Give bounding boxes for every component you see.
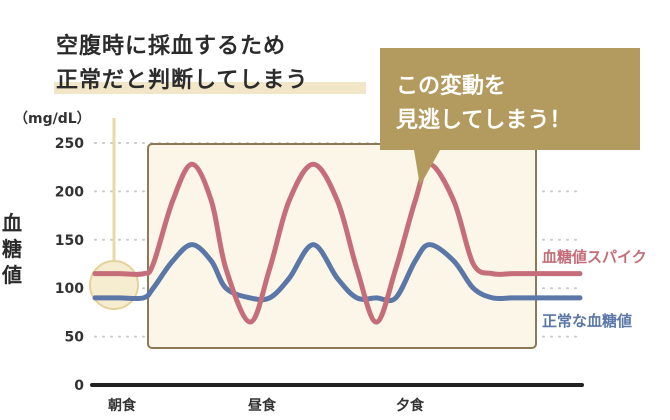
y-tick-label-100: 100 xyxy=(55,281,84,297)
legend-normal: 正常な血糖値 xyxy=(542,312,633,330)
callout-line-1: この変動を xyxy=(396,74,507,99)
x-tick-label-1: 昼食 xyxy=(248,397,277,414)
y-tick-label-200: 200 xyxy=(55,184,84,200)
x-tick-label-0: 朝食 xyxy=(108,397,137,414)
fasting-marker-circle xyxy=(89,260,139,310)
callout-text: この変動を 見逃してしまう！ xyxy=(396,70,626,138)
highlight-panel xyxy=(147,143,537,349)
x-tick-label-2: 夕食 xyxy=(396,397,425,414)
callout-line-2: 見逃してしまう！ xyxy=(396,108,572,133)
y-tick-label-150: 150 xyxy=(55,233,84,249)
y-axis-label: 血糖値 xyxy=(2,211,22,287)
y-tick-label-0: 0 xyxy=(74,378,84,394)
y-tick-label-250: 250 xyxy=(55,136,84,152)
legend-spike: 血糖値スパイク xyxy=(542,248,647,266)
y-axis-unit: （mg/dL） xyxy=(14,111,91,127)
callout-bubble xyxy=(380,48,640,186)
series-line-spike xyxy=(92,161,583,325)
headline-line-1: 空腹時に採血するため xyxy=(56,34,287,59)
headline-highlight xyxy=(54,82,366,94)
series-line-normal xyxy=(92,242,583,304)
headline-line-2: 正常だと判断してしまう xyxy=(56,68,309,93)
y-tick-label-50: 50 xyxy=(65,330,85,346)
